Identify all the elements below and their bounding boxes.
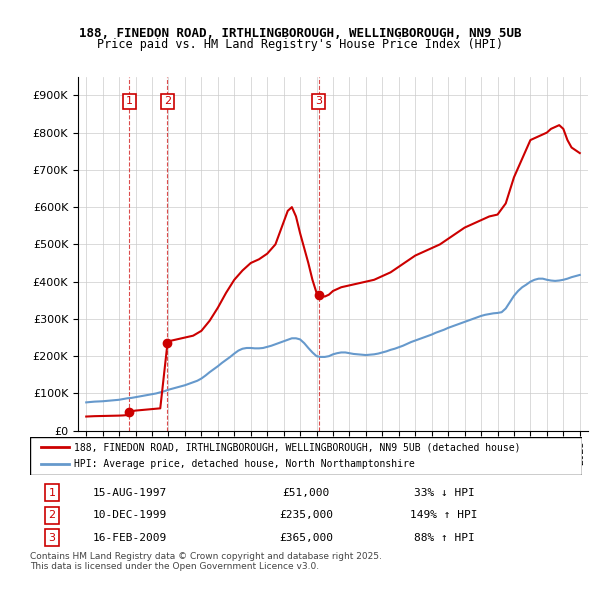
Text: 2: 2 — [49, 510, 56, 520]
Text: £51,000: £51,000 — [283, 488, 329, 498]
Text: 1: 1 — [126, 97, 133, 106]
Text: 10-DEC-1999: 10-DEC-1999 — [92, 510, 166, 520]
Text: 3: 3 — [315, 97, 322, 106]
Text: 15-AUG-1997: 15-AUG-1997 — [92, 488, 166, 498]
Text: Price paid vs. HM Land Registry's House Price Index (HPI): Price paid vs. HM Land Registry's House … — [97, 38, 503, 51]
Text: HPI: Average price, detached house, North Northamptonshire: HPI: Average price, detached house, Nort… — [74, 459, 415, 469]
Text: 188, FINEDON ROAD, IRTHLINGBOROUGH, WELLINGBOROUGH, NN9 5UB: 188, FINEDON ROAD, IRTHLINGBOROUGH, WELL… — [79, 27, 521, 40]
Text: Contains HM Land Registry data © Crown copyright and database right 2025.: Contains HM Land Registry data © Crown c… — [30, 552, 382, 560]
Text: 16-FEB-2009: 16-FEB-2009 — [92, 533, 166, 543]
Text: 33% ↓ HPI: 33% ↓ HPI — [413, 488, 475, 498]
Text: This data is licensed under the Open Government Licence v3.0.: This data is licensed under the Open Gov… — [30, 562, 319, 571]
Text: £365,000: £365,000 — [279, 533, 333, 543]
FancyBboxPatch shape — [30, 437, 582, 475]
Text: 188, FINEDON ROAD, IRTHLINGBOROUGH, WELLINGBOROUGH, NN9 5UB (detached house): 188, FINEDON ROAD, IRTHLINGBOROUGH, WELL… — [74, 442, 521, 453]
Text: £235,000: £235,000 — [279, 510, 333, 520]
Text: 2: 2 — [164, 97, 171, 106]
Text: 3: 3 — [49, 533, 56, 543]
Text: 149% ↑ HPI: 149% ↑ HPI — [410, 510, 478, 520]
Text: 88% ↑ HPI: 88% ↑ HPI — [413, 533, 475, 543]
Text: 1: 1 — [49, 488, 56, 498]
